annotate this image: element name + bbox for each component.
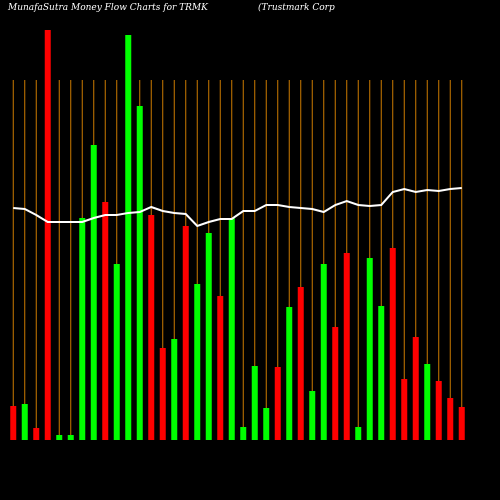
bar (90, 145, 97, 440)
chart-subtitle: (Trustmark Corp (258, 2, 335, 13)
bar (366, 258, 373, 440)
bar (355, 427, 362, 440)
money-flow-line (13, 187, 462, 228)
bar (263, 408, 270, 440)
bar (412, 337, 419, 440)
bar (343, 253, 350, 440)
bar (389, 248, 396, 440)
bar (401, 379, 408, 440)
bar (458, 407, 465, 440)
bar (44, 30, 51, 440)
bar (297, 287, 304, 440)
bar (320, 264, 327, 440)
bar (447, 398, 454, 440)
bar (332, 327, 339, 440)
bar (79, 218, 86, 440)
bar (148, 215, 155, 440)
bar (240, 427, 247, 440)
bar (435, 381, 442, 440)
bar (274, 367, 281, 440)
bar (228, 218, 235, 440)
bar (286, 307, 293, 440)
bar (113, 264, 120, 440)
bar (194, 284, 201, 440)
bar (171, 339, 178, 440)
bar (205, 233, 212, 440)
bar (159, 348, 166, 440)
bar (125, 35, 132, 440)
bar (182, 226, 189, 440)
bar (21, 404, 28, 440)
bar (102, 202, 109, 440)
bar (309, 391, 316, 440)
bar (378, 306, 385, 440)
chart-title: MunafaSutra Money Flow Charts for TRMK (7, 3, 209, 13)
bar (136, 106, 143, 440)
bar (251, 366, 258, 440)
bar (56, 435, 63, 440)
bar (33, 428, 40, 440)
bar (424, 364, 431, 440)
bar (10, 406, 17, 440)
bar (217, 296, 224, 440)
bar (67, 435, 74, 440)
